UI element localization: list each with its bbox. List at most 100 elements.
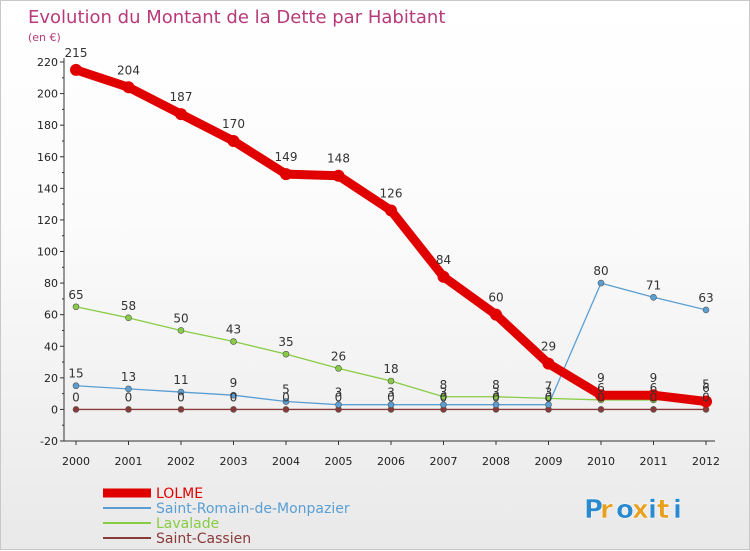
- data-point: [545, 401, 552, 408]
- data-label: 7: [545, 379, 553, 393]
- data-label: 126: [380, 186, 403, 200]
- y-tick-label: 100: [37, 246, 58, 259]
- legend-label: LOLME: [156, 486, 203, 502]
- y-tick-label: 0: [51, 403, 58, 416]
- data-label: 0: [387, 390, 395, 404]
- logo-letter: i: [673, 495, 682, 525]
- logo-letter: i: [648, 495, 657, 525]
- data-label: 0: [702, 390, 710, 404]
- data-label: 0: [282, 390, 290, 404]
- data-label: 6: [597, 381, 605, 395]
- legend-label: Saint-Romain-de-Monpazier: [156, 501, 350, 517]
- chart-subtitle: (en €): [28, 31, 61, 44]
- data-label: 60: [488, 291, 503, 305]
- data-point: [125, 406, 132, 413]
- data-label: 3: [387, 386, 395, 400]
- data-point: [597, 279, 605, 287]
- data-point: [175, 108, 187, 121]
- data-label: 8: [492, 378, 500, 392]
- data-point: [282, 398, 290, 405]
- data-label: 29: [541, 340, 556, 354]
- x-tick-label: 2007: [430, 455, 458, 468]
- data-label: 26: [331, 349, 346, 363]
- x-tick-label: 2011: [640, 455, 668, 468]
- series-layer: [70, 63, 712, 413]
- x-tick-label: 2005: [325, 455, 353, 468]
- data-label: 15: [68, 367, 83, 381]
- data-label: 187: [170, 90, 193, 104]
- data-point: [125, 314, 132, 322]
- data-label: 3: [335, 386, 343, 400]
- data-point: [595, 389, 607, 402]
- data-label: 0: [650, 390, 658, 404]
- y-tick-label: 220: [37, 56, 58, 69]
- data-point: [597, 406, 605, 413]
- x-tick-label: 2003: [220, 455, 248, 468]
- data-point: [385, 204, 397, 217]
- data-point: [230, 391, 237, 399]
- x-tick-label: 2002: [167, 455, 195, 468]
- y-tick-label: 40: [44, 340, 58, 353]
- data-point: [387, 401, 395, 408]
- proxiti-logo: Pr ox i t i: [584, 495, 682, 526]
- data-point: [177, 327, 185, 334]
- data-point: [72, 382, 80, 390]
- data-point: [437, 270, 450, 283]
- data-label: 3: [492, 386, 500, 400]
- data-label: 11: [173, 373, 188, 387]
- data-point: [387, 377, 395, 385]
- data-point: [230, 338, 237, 345]
- data-label: 35: [278, 335, 293, 349]
- y-tick-label: 180: [37, 119, 58, 132]
- data-label: 6: [702, 381, 710, 395]
- data-label: 63: [698, 291, 713, 305]
- data-label: 8: [440, 378, 448, 392]
- legend: LOLMESaint-Romain-de-MonpazierLavaladeSa…: [103, 486, 350, 547]
- data-label: 0: [545, 390, 553, 404]
- data-label: 9: [230, 376, 238, 390]
- y-tick-label: 140: [37, 182, 58, 195]
- data-label: 71: [646, 278, 661, 292]
- y-tick-label: -20: [40, 435, 58, 448]
- data-point: [702, 306, 710, 314]
- data-label: 0: [440, 390, 448, 404]
- data-point: [650, 406, 657, 413]
- data-label: 170: [222, 117, 245, 131]
- x-tick-label: 2010: [587, 455, 615, 468]
- data-label: 0: [177, 390, 185, 404]
- x-tick-label: 2004: [272, 455, 300, 468]
- data-label: 204: [117, 63, 140, 77]
- data-point: [492, 393, 500, 401]
- data-label: 58: [121, 299, 136, 313]
- data-label: 65: [68, 288, 83, 302]
- x-tick-label: 2001: [115, 455, 143, 468]
- data-label: 3: [440, 386, 448, 400]
- data-label: 0: [230, 390, 238, 404]
- data-label: 84: [436, 253, 451, 267]
- data-label: 6: [650, 381, 658, 395]
- data-point: [440, 393, 447, 401]
- y-tick-label: 80: [44, 277, 58, 290]
- data-point: [227, 134, 240, 147]
- data-point: [72, 406, 80, 413]
- y-tick-label: 120: [37, 214, 58, 227]
- x-tick-label: 2012: [692, 455, 720, 468]
- x-tick-label: 2006: [377, 455, 405, 468]
- data-label: 5: [702, 378, 710, 392]
- data-point: [282, 350, 290, 358]
- data-point: [650, 293, 657, 301]
- data-label: 80: [593, 264, 608, 278]
- data-point: [230, 406, 237, 413]
- chart-title: Evolution du Montant de la Dette par Hab…: [28, 7, 445, 28]
- legend-label: Saint-Cassien: [156, 531, 251, 547]
- data-label: 50: [173, 311, 188, 325]
- series-line-lolme: [71, 65, 711, 407]
- y-tick-label: 160: [37, 151, 58, 164]
- data-label: 0: [335, 390, 343, 404]
- data-label: 18: [383, 362, 398, 376]
- data-point: [492, 401, 500, 408]
- data-label: 13: [121, 370, 136, 384]
